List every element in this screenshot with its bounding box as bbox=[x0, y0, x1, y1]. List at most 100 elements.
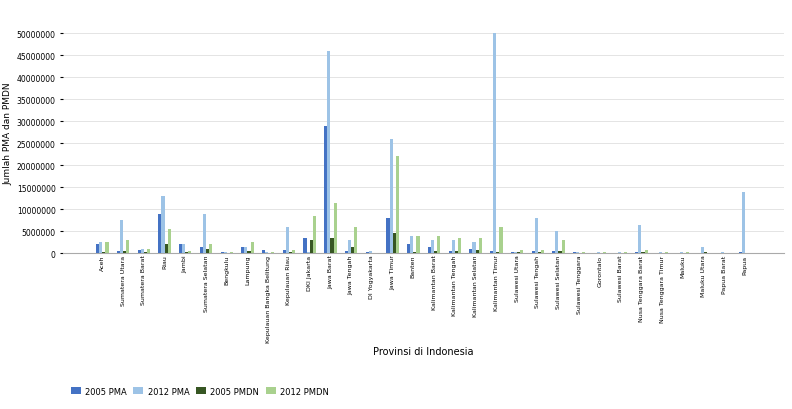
Bar bbox=[372, 253, 375, 254]
Bar bbox=[437, 236, 440, 254]
Bar bbox=[603, 252, 606, 254]
Bar bbox=[490, 252, 493, 254]
Bar bbox=[206, 249, 209, 254]
Bar bbox=[375, 253, 378, 254]
Bar bbox=[538, 252, 541, 254]
Bar bbox=[742, 192, 745, 254]
Bar bbox=[200, 247, 203, 254]
Bar bbox=[250, 243, 253, 254]
Bar bbox=[289, 252, 292, 254]
Bar bbox=[718, 253, 722, 254]
Bar bbox=[351, 247, 354, 254]
Bar bbox=[686, 252, 689, 254]
Bar bbox=[348, 240, 351, 254]
Bar bbox=[99, 243, 102, 254]
Bar bbox=[185, 253, 188, 254]
Bar bbox=[573, 253, 576, 254]
Bar bbox=[417, 236, 420, 254]
Bar bbox=[448, 252, 451, 254]
Bar bbox=[458, 238, 461, 254]
Bar bbox=[703, 252, 706, 254]
Bar bbox=[535, 218, 538, 254]
Bar bbox=[597, 252, 600, 254]
Bar bbox=[659, 252, 662, 254]
Bar bbox=[366, 253, 369, 254]
Bar bbox=[262, 250, 265, 254]
Bar bbox=[748, 253, 752, 254]
Bar bbox=[407, 245, 410, 254]
Bar bbox=[162, 197, 165, 254]
Bar bbox=[96, 245, 99, 254]
Bar bbox=[706, 253, 710, 254]
Bar bbox=[662, 253, 665, 254]
Legend: 2005 PMA, 2012 PMA, 2005 PMDN, 2012 PMDN: 2005 PMA, 2012 PMA, 2005 PMDN, 2012 PMDN bbox=[67, 383, 332, 399]
Bar bbox=[635, 252, 638, 254]
Bar bbox=[245, 247, 247, 254]
Bar bbox=[621, 253, 624, 254]
Bar bbox=[292, 250, 295, 254]
Bar bbox=[265, 252, 268, 254]
Bar bbox=[123, 251, 126, 254]
Bar bbox=[739, 253, 742, 254]
Bar bbox=[698, 253, 700, 254]
Bar bbox=[428, 247, 431, 254]
Bar bbox=[700, 247, 703, 254]
Bar bbox=[555, 231, 558, 254]
Bar bbox=[520, 250, 524, 254]
Bar bbox=[313, 216, 316, 254]
Bar bbox=[158, 214, 162, 254]
Bar bbox=[680, 252, 683, 254]
Bar bbox=[517, 252, 520, 254]
Bar bbox=[307, 252, 310, 254]
Bar bbox=[354, 227, 357, 254]
Bar bbox=[386, 218, 390, 254]
Bar bbox=[576, 252, 579, 254]
Bar bbox=[582, 252, 585, 254]
Bar bbox=[286, 227, 289, 254]
Bar bbox=[310, 240, 313, 254]
Bar bbox=[624, 252, 627, 254]
Bar bbox=[324, 126, 327, 254]
Bar bbox=[552, 252, 555, 254]
Bar bbox=[230, 252, 233, 254]
Bar bbox=[434, 252, 437, 254]
Bar bbox=[656, 253, 659, 254]
Bar bbox=[105, 243, 109, 254]
Bar bbox=[327, 52, 330, 254]
Bar bbox=[283, 250, 286, 254]
Bar bbox=[117, 252, 120, 254]
Bar bbox=[579, 253, 582, 254]
Bar bbox=[665, 252, 668, 254]
Bar bbox=[478, 238, 482, 254]
Bar bbox=[247, 252, 250, 254]
Bar bbox=[638, 225, 642, 254]
Bar bbox=[473, 243, 475, 254]
Bar bbox=[141, 249, 144, 254]
Bar bbox=[725, 253, 728, 254]
Bar bbox=[541, 250, 544, 254]
Bar bbox=[396, 157, 399, 254]
Bar bbox=[683, 253, 686, 254]
Bar bbox=[410, 236, 413, 254]
Bar bbox=[455, 252, 458, 254]
Bar bbox=[600, 253, 603, 254]
Bar bbox=[220, 252, 223, 254]
Bar bbox=[227, 253, 230, 254]
Bar bbox=[413, 253, 417, 254]
Bar bbox=[369, 252, 372, 254]
Bar bbox=[188, 252, 192, 254]
Y-axis label: Jumlah PMA dan PMDN: Jumlah PMA dan PMDN bbox=[3, 82, 13, 184]
Bar bbox=[138, 250, 141, 254]
Bar bbox=[126, 240, 129, 254]
Bar bbox=[514, 252, 517, 254]
Bar bbox=[333, 203, 337, 254]
Bar bbox=[209, 245, 212, 254]
Bar bbox=[303, 238, 307, 254]
Bar bbox=[497, 252, 500, 254]
Bar bbox=[676, 253, 680, 254]
Bar bbox=[223, 252, 227, 254]
Bar bbox=[268, 253, 272, 254]
Bar bbox=[179, 245, 182, 254]
Bar bbox=[475, 250, 478, 254]
Bar bbox=[147, 249, 150, 254]
